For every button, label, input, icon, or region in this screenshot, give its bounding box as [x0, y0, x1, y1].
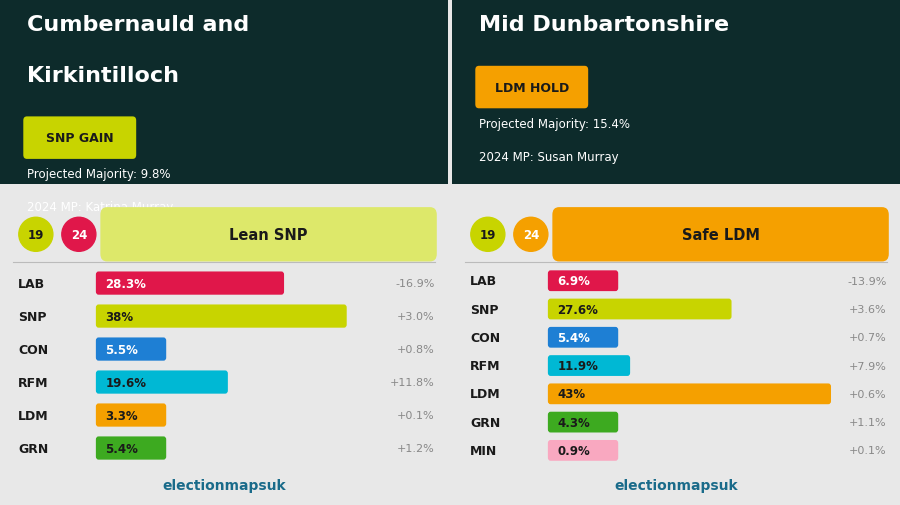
FancyBboxPatch shape: [548, 356, 630, 376]
Text: 3.3%: 3.3%: [105, 409, 138, 422]
FancyBboxPatch shape: [96, 403, 166, 427]
Text: 0.9%: 0.9%: [557, 444, 590, 457]
Text: CON: CON: [470, 331, 500, 344]
Text: Safe LDM: Safe LDM: [681, 227, 760, 242]
Text: Cumbernauld and: Cumbernauld and: [27, 15, 249, 35]
Text: 24: 24: [523, 228, 539, 241]
FancyBboxPatch shape: [0, 0, 448, 184]
Text: Projected Majority: 15.4%: Projected Majority: 15.4%: [479, 118, 630, 131]
Text: 43%: 43%: [557, 387, 585, 400]
FancyBboxPatch shape: [101, 208, 436, 262]
FancyBboxPatch shape: [548, 440, 618, 461]
Text: 19.6%: 19.6%: [105, 376, 147, 389]
FancyBboxPatch shape: [96, 305, 346, 328]
Text: LDM: LDM: [18, 409, 49, 422]
Text: CON: CON: [18, 343, 48, 356]
Text: +11.8%: +11.8%: [390, 377, 435, 387]
FancyBboxPatch shape: [548, 299, 732, 320]
Ellipse shape: [62, 218, 96, 252]
FancyBboxPatch shape: [96, 338, 166, 361]
Ellipse shape: [471, 218, 505, 252]
Text: LAB: LAB: [18, 277, 45, 290]
Text: GRN: GRN: [18, 442, 49, 454]
Text: 24: 24: [71, 228, 87, 241]
Text: -13.9%: -13.9%: [847, 276, 886, 286]
Text: 19: 19: [28, 228, 44, 241]
Text: +7.9%: +7.9%: [849, 361, 886, 371]
Text: +1.1%: +1.1%: [849, 417, 886, 427]
Text: MIN: MIN: [470, 444, 497, 457]
Text: LAB: LAB: [470, 275, 497, 288]
Text: Mid Dunbartonshire: Mid Dunbartonshire: [479, 15, 729, 35]
FancyBboxPatch shape: [452, 0, 900, 184]
Text: Lean SNP: Lean SNP: [230, 227, 308, 242]
Text: -16.9%: -16.9%: [395, 279, 435, 288]
FancyBboxPatch shape: [548, 327, 618, 348]
Text: +3.6%: +3.6%: [849, 305, 886, 315]
Text: 27.6%: 27.6%: [557, 303, 598, 316]
Ellipse shape: [19, 218, 53, 252]
Text: LDM: LDM: [470, 387, 500, 400]
Ellipse shape: [514, 218, 548, 252]
Text: +0.1%: +0.1%: [397, 410, 435, 420]
Text: 5.4%: 5.4%: [105, 442, 139, 454]
Text: 5.5%: 5.5%: [105, 343, 139, 356]
Text: GRN: GRN: [470, 416, 500, 429]
Text: 11.9%: 11.9%: [557, 360, 598, 372]
Text: +0.1%: +0.1%: [849, 445, 886, 456]
Text: +0.6%: +0.6%: [849, 389, 886, 399]
FancyBboxPatch shape: [96, 371, 228, 394]
Text: electionmapsuk: electionmapsuk: [162, 478, 286, 492]
FancyBboxPatch shape: [548, 271, 618, 291]
Text: 6.9%: 6.9%: [557, 275, 590, 288]
Text: SNP: SNP: [18, 310, 47, 323]
Text: 28.3%: 28.3%: [105, 277, 146, 290]
Text: LDM HOLD: LDM HOLD: [495, 81, 569, 94]
FancyBboxPatch shape: [475, 67, 589, 109]
Text: RFM: RFM: [470, 360, 500, 372]
FancyBboxPatch shape: [548, 384, 831, 405]
Text: +0.7%: +0.7%: [849, 333, 886, 342]
Text: SNP GAIN: SNP GAIN: [46, 132, 113, 145]
Text: +3.0%: +3.0%: [397, 312, 435, 322]
Text: +1.2%: +1.2%: [397, 443, 435, 453]
FancyBboxPatch shape: [96, 272, 284, 295]
Text: Projected Majority: 9.8%: Projected Majority: 9.8%: [27, 168, 170, 181]
Text: SNP: SNP: [470, 303, 499, 316]
FancyBboxPatch shape: [96, 436, 166, 460]
Text: 2024 MP: Susan Murray: 2024 MP: Susan Murray: [479, 150, 618, 164]
Text: 2024 MP: Katrina Murray: 2024 MP: Katrina Murray: [27, 201, 174, 214]
Text: 19: 19: [480, 228, 496, 241]
Text: 5.4%: 5.4%: [557, 331, 590, 344]
Text: 4.3%: 4.3%: [557, 416, 590, 429]
Text: Kirkintilloch: Kirkintilloch: [27, 66, 179, 86]
Text: 38%: 38%: [105, 310, 133, 323]
Text: RFM: RFM: [18, 376, 49, 389]
FancyBboxPatch shape: [23, 117, 136, 160]
FancyBboxPatch shape: [553, 208, 889, 262]
Text: electionmapsuk: electionmapsuk: [614, 478, 738, 492]
FancyBboxPatch shape: [548, 412, 618, 433]
Text: +0.8%: +0.8%: [397, 344, 435, 355]
